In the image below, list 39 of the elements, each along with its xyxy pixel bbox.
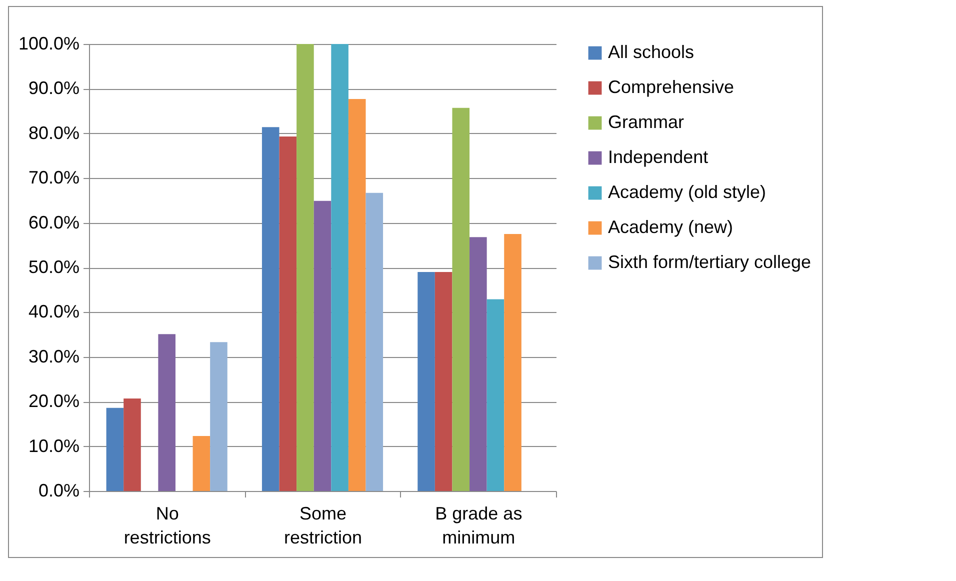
legend-label: Independent	[608, 147, 708, 167]
bar	[314, 200, 332, 491]
bar	[158, 334, 176, 491]
y-tick-label: 20.0%	[28, 391, 80, 412]
bar	[279, 136, 297, 491]
y-tick-label: 70.0%	[28, 168, 80, 188]
bar	[366, 192, 384, 491]
bar	[262, 127, 280, 491]
bar	[452, 108, 470, 491]
x-tick-label: No restrictions	[124, 504, 211, 548]
y-tick-label: 10.0%	[28, 436, 80, 456]
legend-label: Sixth form/tertiary college	[608, 252, 812, 272]
bar	[486, 299, 504, 491]
bar	[504, 234, 522, 491]
legend-label: Academy (new)	[608, 217, 734, 237]
bar	[296, 44, 314, 491]
y-tick-label: 50.0%	[28, 257, 80, 277]
y-tick-label: 30.0%	[28, 346, 80, 366]
legend-label: Grammar	[608, 112, 684, 132]
bar	[470, 237, 487, 491]
legend-label: Academy (old style)	[608, 182, 766, 202]
y-tick-label: 60.0%	[28, 212, 80, 232]
bar	[124, 398, 141, 491]
legend-label: Comprehensive	[608, 77, 734, 97]
bar	[434, 272, 452, 491]
bar	[348, 98, 366, 491]
y-tick-label: 40.0%	[28, 302, 80, 322]
y-tick-label: 80.0%	[28, 122, 80, 143]
y-tick-label: 0.0%	[38, 480, 80, 500]
bar	[331, 44, 348, 491]
bar	[210, 342, 228, 491]
x-tick-label: Some restriction	[284, 504, 362, 548]
y-tick-label: 90.0%	[28, 78, 80, 98]
y-tick-label: 100.0%	[18, 34, 80, 54]
bar	[106, 408, 124, 491]
bar	[418, 272, 435, 491]
legend-label: All schools	[608, 42, 694, 62]
bar	[192, 436, 210, 491]
x-tick-label: B grade as minimum	[435, 504, 522, 548]
